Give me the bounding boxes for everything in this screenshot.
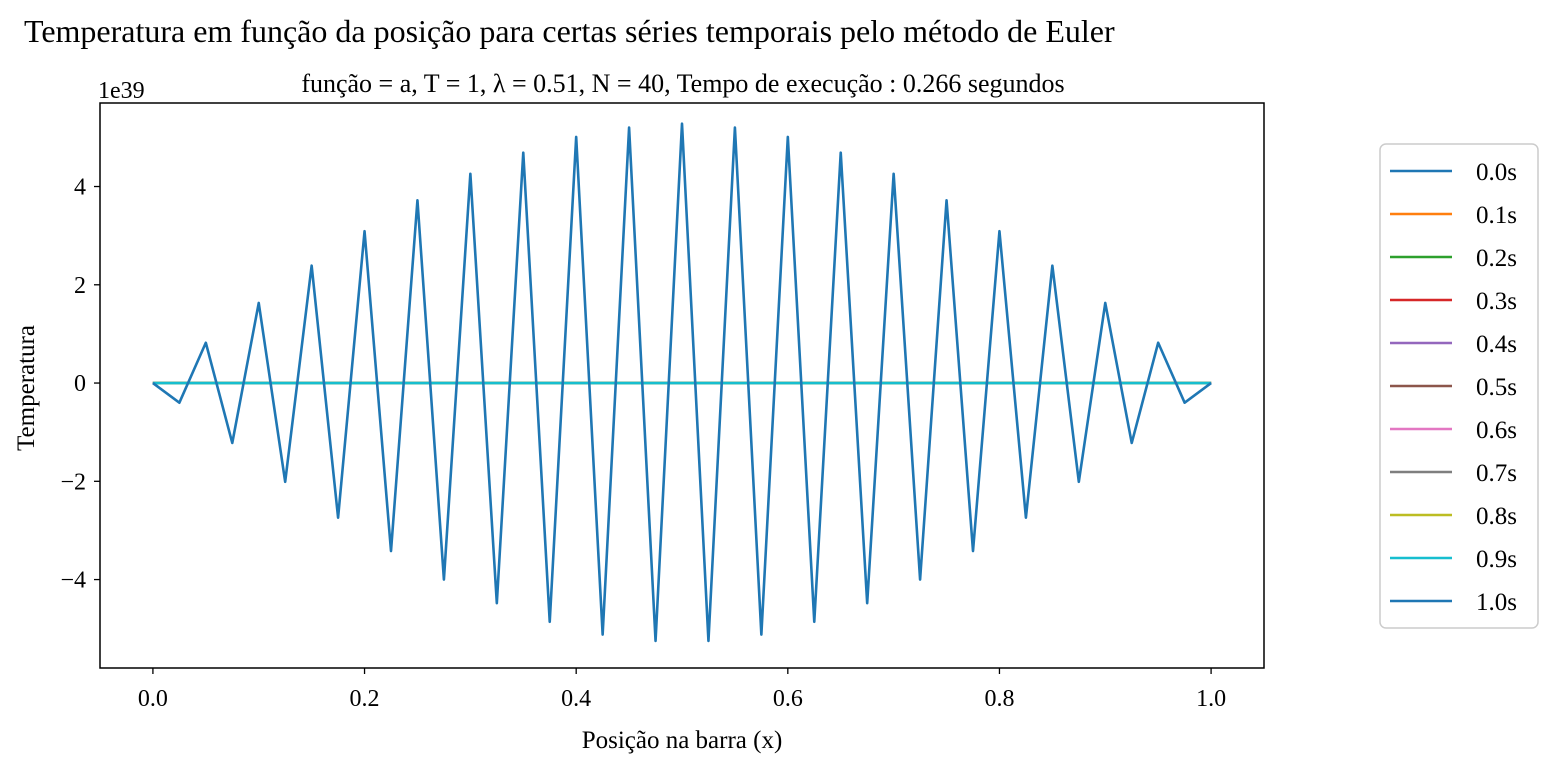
plot-frame [99, 102, 1265, 669]
legend-label-1-0s: 1.0s [1476, 589, 1517, 616]
legend: 0.0s 0.1s 0.2s 0.3s 0.4s 0.5s 0.6s 0.7s 0.8s 0.9s… [1379, 143, 1539, 629]
legend-label-0-1s: 0.1s [1476, 202, 1517, 229]
x-axis: 0.0 0.2 0.4 0.6 0.8 1.0 [138, 668, 1226, 712]
chart-subtitle: função = a, T = 1, λ = 0.51, N = 40, Tem… [301, 69, 1064, 98]
y-tick-label: −4 [60, 568, 86, 594]
legend-box [1379, 143, 1539, 629]
legend-items: 0.0s 0.1s 0.2s 0.3s 0.4s 0.5s 0.6s 0.7s 0.8s 0.9s… [1390, 159, 1517, 616]
legend-label-0-8s: 0.8s [1476, 503, 1517, 530]
legend-label-0-7s: 0.7s [1476, 460, 1517, 487]
series-line-1-0s [152, 122, 1212, 643]
legend-label-0-0s: 0.0s [1476, 159, 1517, 186]
legend-label-0-4s: 0.4s [1476, 331, 1517, 358]
x-tick-label: 0.6 [773, 686, 803, 712]
legend-label-0-5s: 0.5s [1476, 374, 1517, 401]
x-tick-label: 0.8 [984, 686, 1014, 712]
plot-area [99, 102, 1265, 669]
y-tick-label: 4 [74, 175, 86, 201]
legend-label-0-3s: 0.3s [1476, 288, 1517, 315]
series-layer [152, 122, 1212, 643]
y-tick-label: 0 [74, 371, 86, 397]
legend-label-0-9s: 0.9s [1476, 546, 1517, 573]
y-tick-label: −2 [60, 469, 86, 495]
y-axis-label: Temperatura [13, 325, 40, 451]
y-axis: −4 −2 0 2 4 [60, 175, 100, 594]
x-tick-label: 0.0 [138, 686, 168, 712]
legend-label-0-6s: 0.6s [1476, 417, 1517, 444]
y-offset-text: 1e39 [98, 78, 145, 104]
x-tick-label: 0.4 [561, 686, 591, 712]
x-tick-label: 0.2 [350, 686, 380, 712]
legend-label-0-2s: 0.2s [1476, 245, 1517, 272]
chart-title: Temperatura em função da posição para ce… [24, 13, 1115, 49]
x-tick-label: 1.0 [1196, 686, 1226, 712]
y-tick-label: 2 [74, 273, 86, 299]
x-axis-label: Posição na barra (x) [582, 727, 783, 754]
